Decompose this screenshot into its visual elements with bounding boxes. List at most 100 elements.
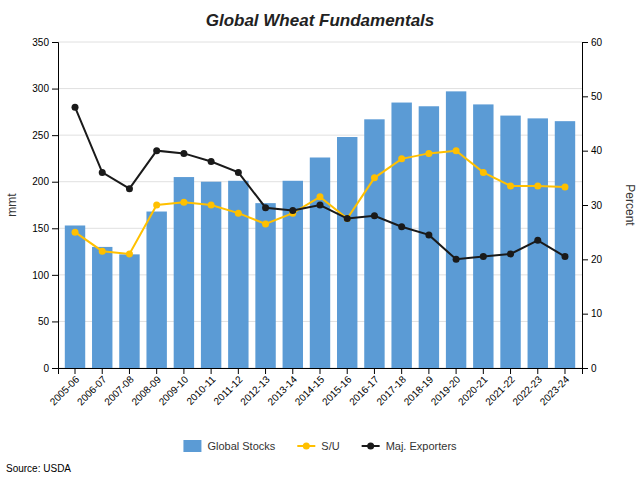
marker [480, 169, 487, 176]
tick-label: 40 [591, 145, 603, 156]
legend-marker [303, 443, 310, 450]
legend: Global StocksS/UMaj. Exporters [183, 440, 457, 452]
bar [119, 254, 139, 368]
grid-line [58, 88, 582, 89]
tick-label: 10 [591, 308, 603, 319]
tick-mark [401, 368, 402, 374]
tick: 30 [582, 200, 603, 211]
bar-series [65, 91, 575, 368]
bar [446, 91, 466, 368]
tick-mark [52, 89, 58, 90]
tick-label: 50 [591, 91, 603, 102]
y2-axis-title: Percent [623, 184, 637, 226]
marker [344, 215, 351, 222]
tick-label: 60 [591, 37, 603, 48]
tick-mark [582, 314, 588, 315]
bar [201, 182, 221, 368]
line [75, 151, 565, 254]
tick-mark [265, 368, 266, 374]
tick-mark [238, 368, 239, 374]
tick-mark [510, 368, 511, 374]
tick: 350 [32, 37, 58, 48]
tick: 0 [582, 363, 597, 374]
annotation: Source: USDA [6, 463, 71, 474]
bar [364, 119, 384, 368]
bar [555, 121, 575, 368]
marker [344, 215, 351, 222]
marker [453, 147, 460, 154]
title: Global Wheat Fundamentals [206, 11, 435, 30]
tick-mark [320, 368, 321, 374]
bar [310, 157, 330, 368]
tick-label: 100 [32, 270, 49, 281]
bar [419, 106, 439, 368]
bar [391, 103, 411, 368]
tick-mark [102, 368, 103, 374]
marker [262, 221, 269, 228]
marker [235, 169, 242, 176]
legend-label: Global Stocks [207, 440, 275, 452]
legend-item: Maj. Exporters [362, 440, 457, 452]
tick-mark [428, 368, 429, 374]
tick-mark [456, 368, 457, 374]
tick-mark [537, 368, 538, 374]
tick: 250 [32, 130, 58, 141]
tick-mark [582, 259, 588, 260]
tick-mark [156, 368, 157, 374]
tick: 200 [32, 176, 58, 187]
marker [480, 253, 487, 260]
marker [317, 193, 324, 200]
tick: 2023-24 [538, 368, 572, 407]
marker [72, 104, 79, 111]
tick-mark [52, 321, 58, 322]
tick-label: 150 [32, 223, 49, 234]
marker [126, 250, 133, 257]
tick-mark [52, 135, 58, 136]
tick-label: 350 [32, 37, 49, 48]
tick-label: 200 [32, 176, 49, 187]
tick-mark [211, 368, 212, 374]
chart-svg: 05010015020025030035001020304050602005-0… [0, 0, 640, 480]
bar [500, 116, 520, 368]
tick-mark [374, 368, 375, 374]
plot-area: 05010015020025030035001020304050602005-0… [32, 37, 602, 408]
axis-line [583, 43, 589, 369]
legend-marker [367, 443, 374, 450]
marker [289, 207, 296, 214]
tick-label: 50 [38, 316, 50, 327]
marker [153, 147, 160, 154]
line [75, 107, 565, 259]
marker [180, 199, 187, 206]
marker [262, 204, 269, 211]
tick: 20 [582, 254, 603, 265]
tick: 300 [32, 83, 58, 94]
tick-mark [183, 368, 184, 374]
marker [72, 229, 79, 236]
tick-mark [582, 96, 588, 97]
tick: 0 [43, 363, 58, 374]
marker [371, 212, 378, 219]
marker [425, 231, 432, 238]
tick: 10 [582, 308, 603, 319]
tick-mark [75, 368, 76, 374]
marker [180, 150, 187, 157]
chart-container: 05010015020025030035001020304050602005-0… [0, 0, 640, 480]
marker [208, 202, 215, 209]
marker [208, 158, 215, 165]
tick-mark [347, 368, 348, 374]
tick-label: 0 [591, 363, 597, 374]
bar [146, 212, 166, 368]
tick: 150 [32, 223, 58, 234]
tick-label: 2010-11 [184, 373, 218, 407]
tick-mark [582, 151, 588, 152]
tick-label: 2009-10 [157, 373, 191, 407]
tick-mark [52, 275, 58, 276]
marker [371, 174, 378, 181]
marker [153, 202, 160, 209]
marker [235, 210, 242, 217]
tick-mark [129, 368, 130, 374]
tick: 40 [582, 145, 603, 156]
marker [425, 150, 432, 157]
tick: 50 [582, 91, 603, 102]
tick-label: 30 [591, 200, 603, 211]
